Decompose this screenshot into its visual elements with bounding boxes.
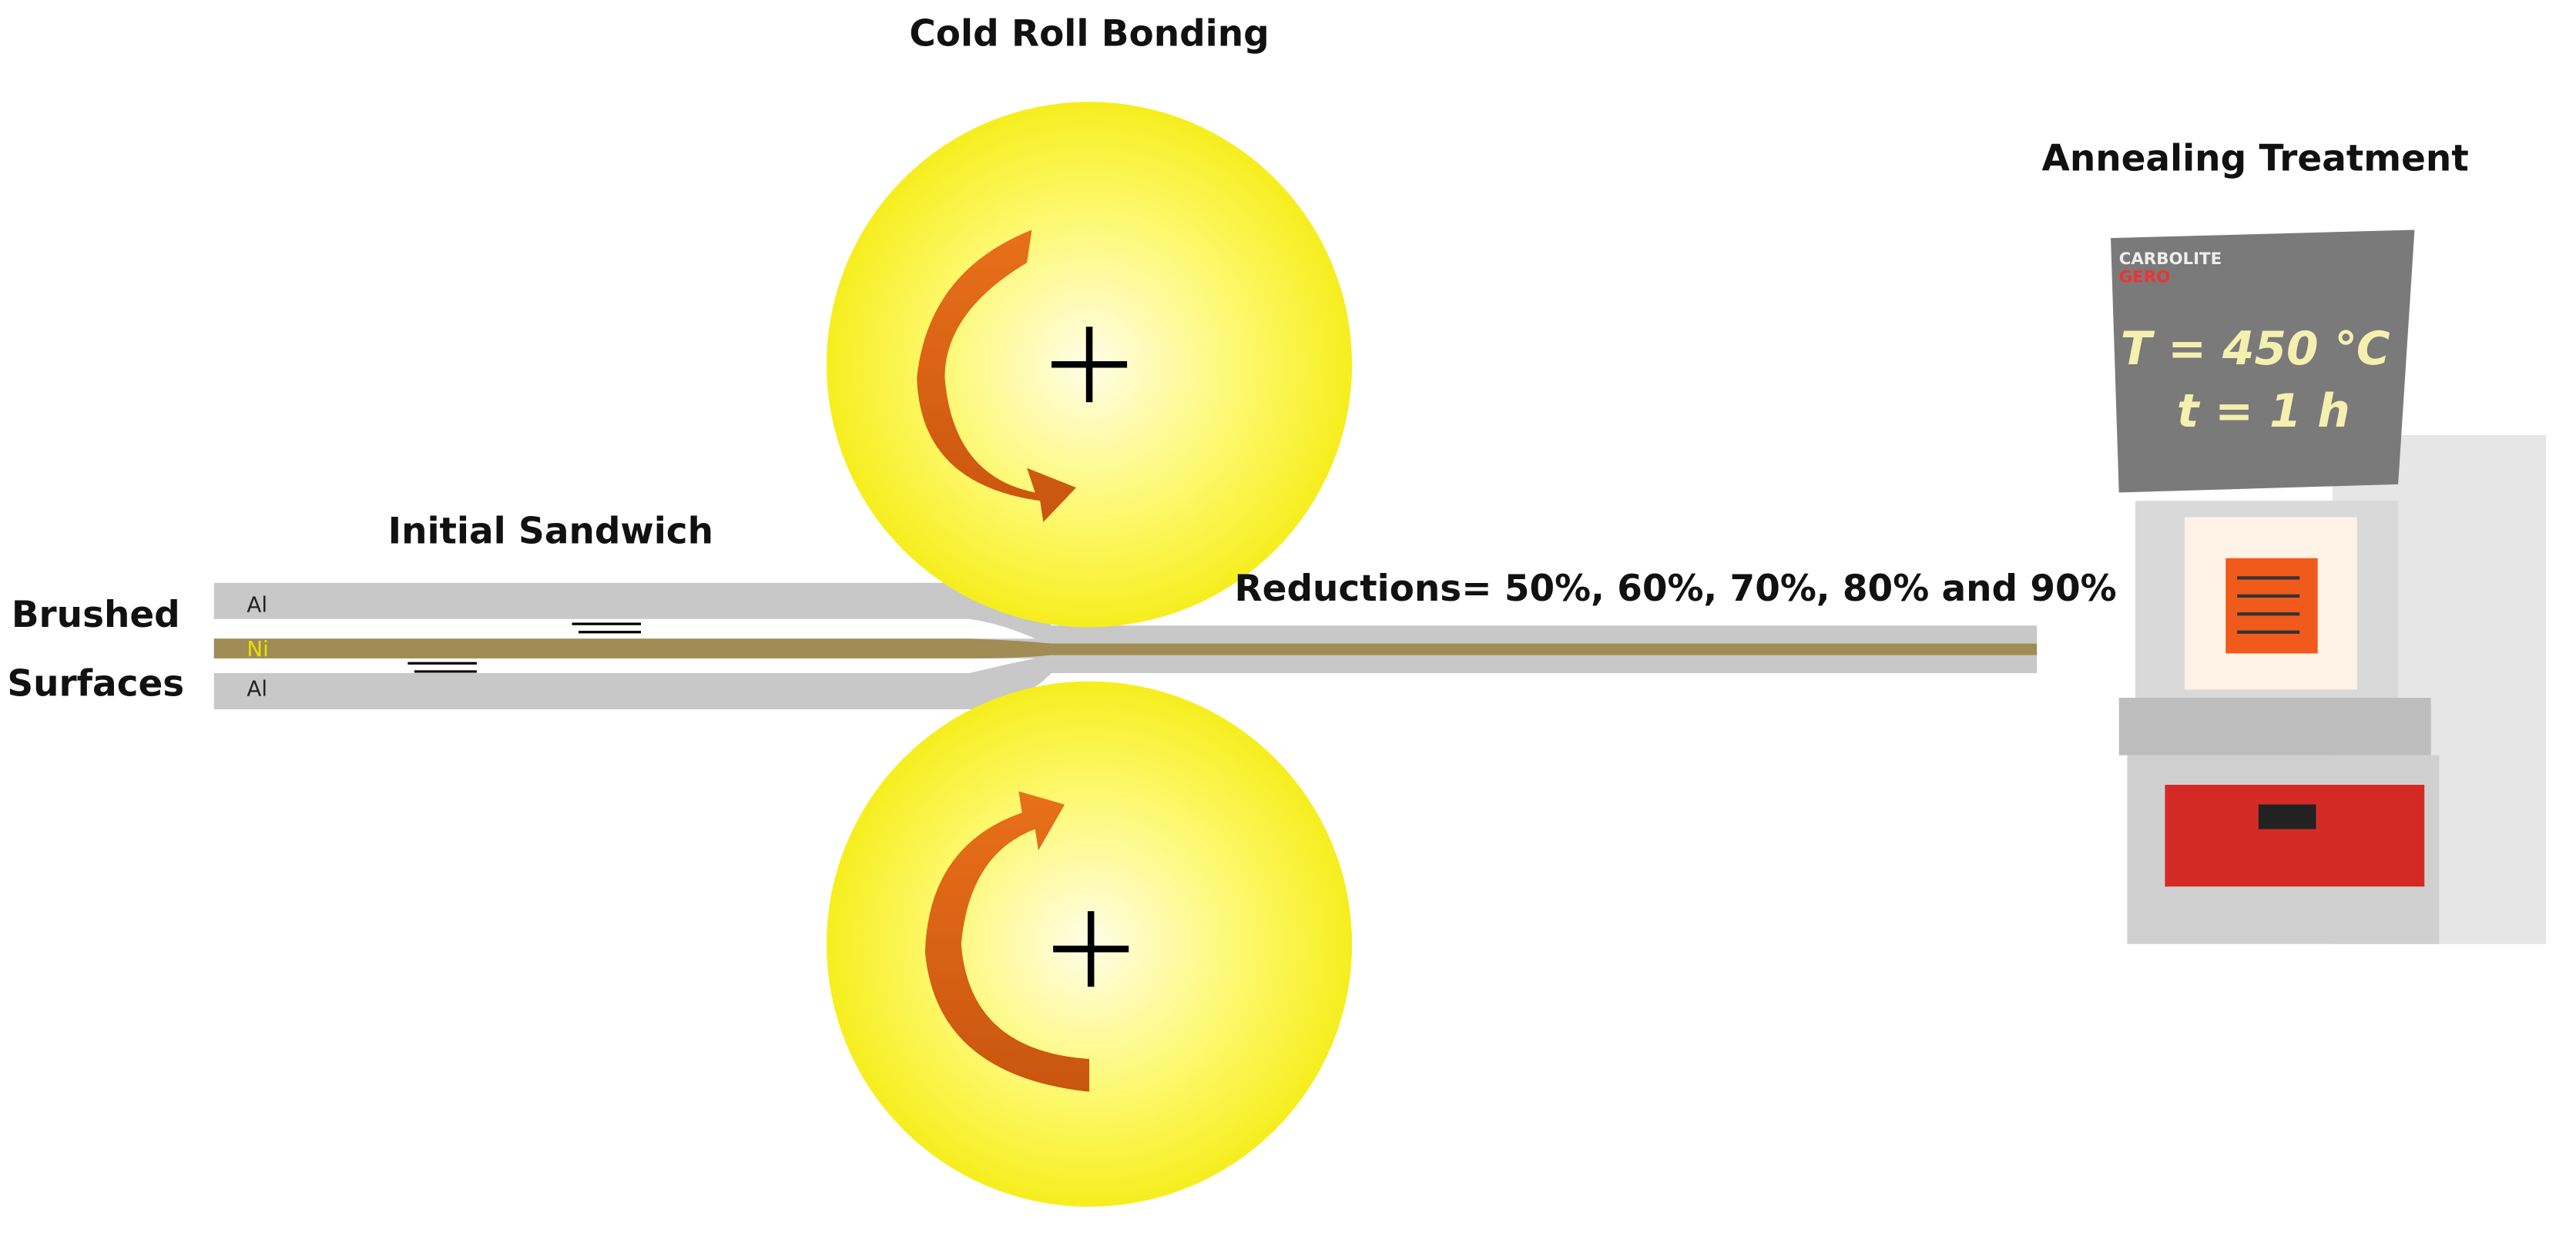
furnace: CARBOLITE GERO: [2111, 230, 2546, 944]
sandwich-title: Initial Sandwich: [388, 510, 713, 552]
side-label: Surfaces: [7, 663, 184, 705]
strips: [213, 582, 2038, 709]
side-label: Brushed: [12, 594, 180, 636]
top-roll: [826, 102, 1353, 628]
brand: GERO: [2119, 267, 2171, 286]
title: Cold Roll Bonding: [909, 12, 1269, 55]
brush-arrows: [408, 622, 642, 673]
brand: CARBOLITE: [2119, 250, 2222, 269]
layer-label: Ni: [247, 636, 268, 662]
annealing-title: Annealing Treatment: [2042, 137, 2469, 179]
bottom-roll: [826, 681, 1353, 1207]
time: t = 1 h: [2177, 385, 2350, 438]
layer-label: Al: [247, 592, 267, 618]
temperature: T = 450 ℃: [2121, 323, 2390, 376]
layer-label: Al: [247, 675, 267, 701]
reductions: Reductions= 50%, 60%, 70%, 80% and 90%: [1235, 568, 2117, 610]
